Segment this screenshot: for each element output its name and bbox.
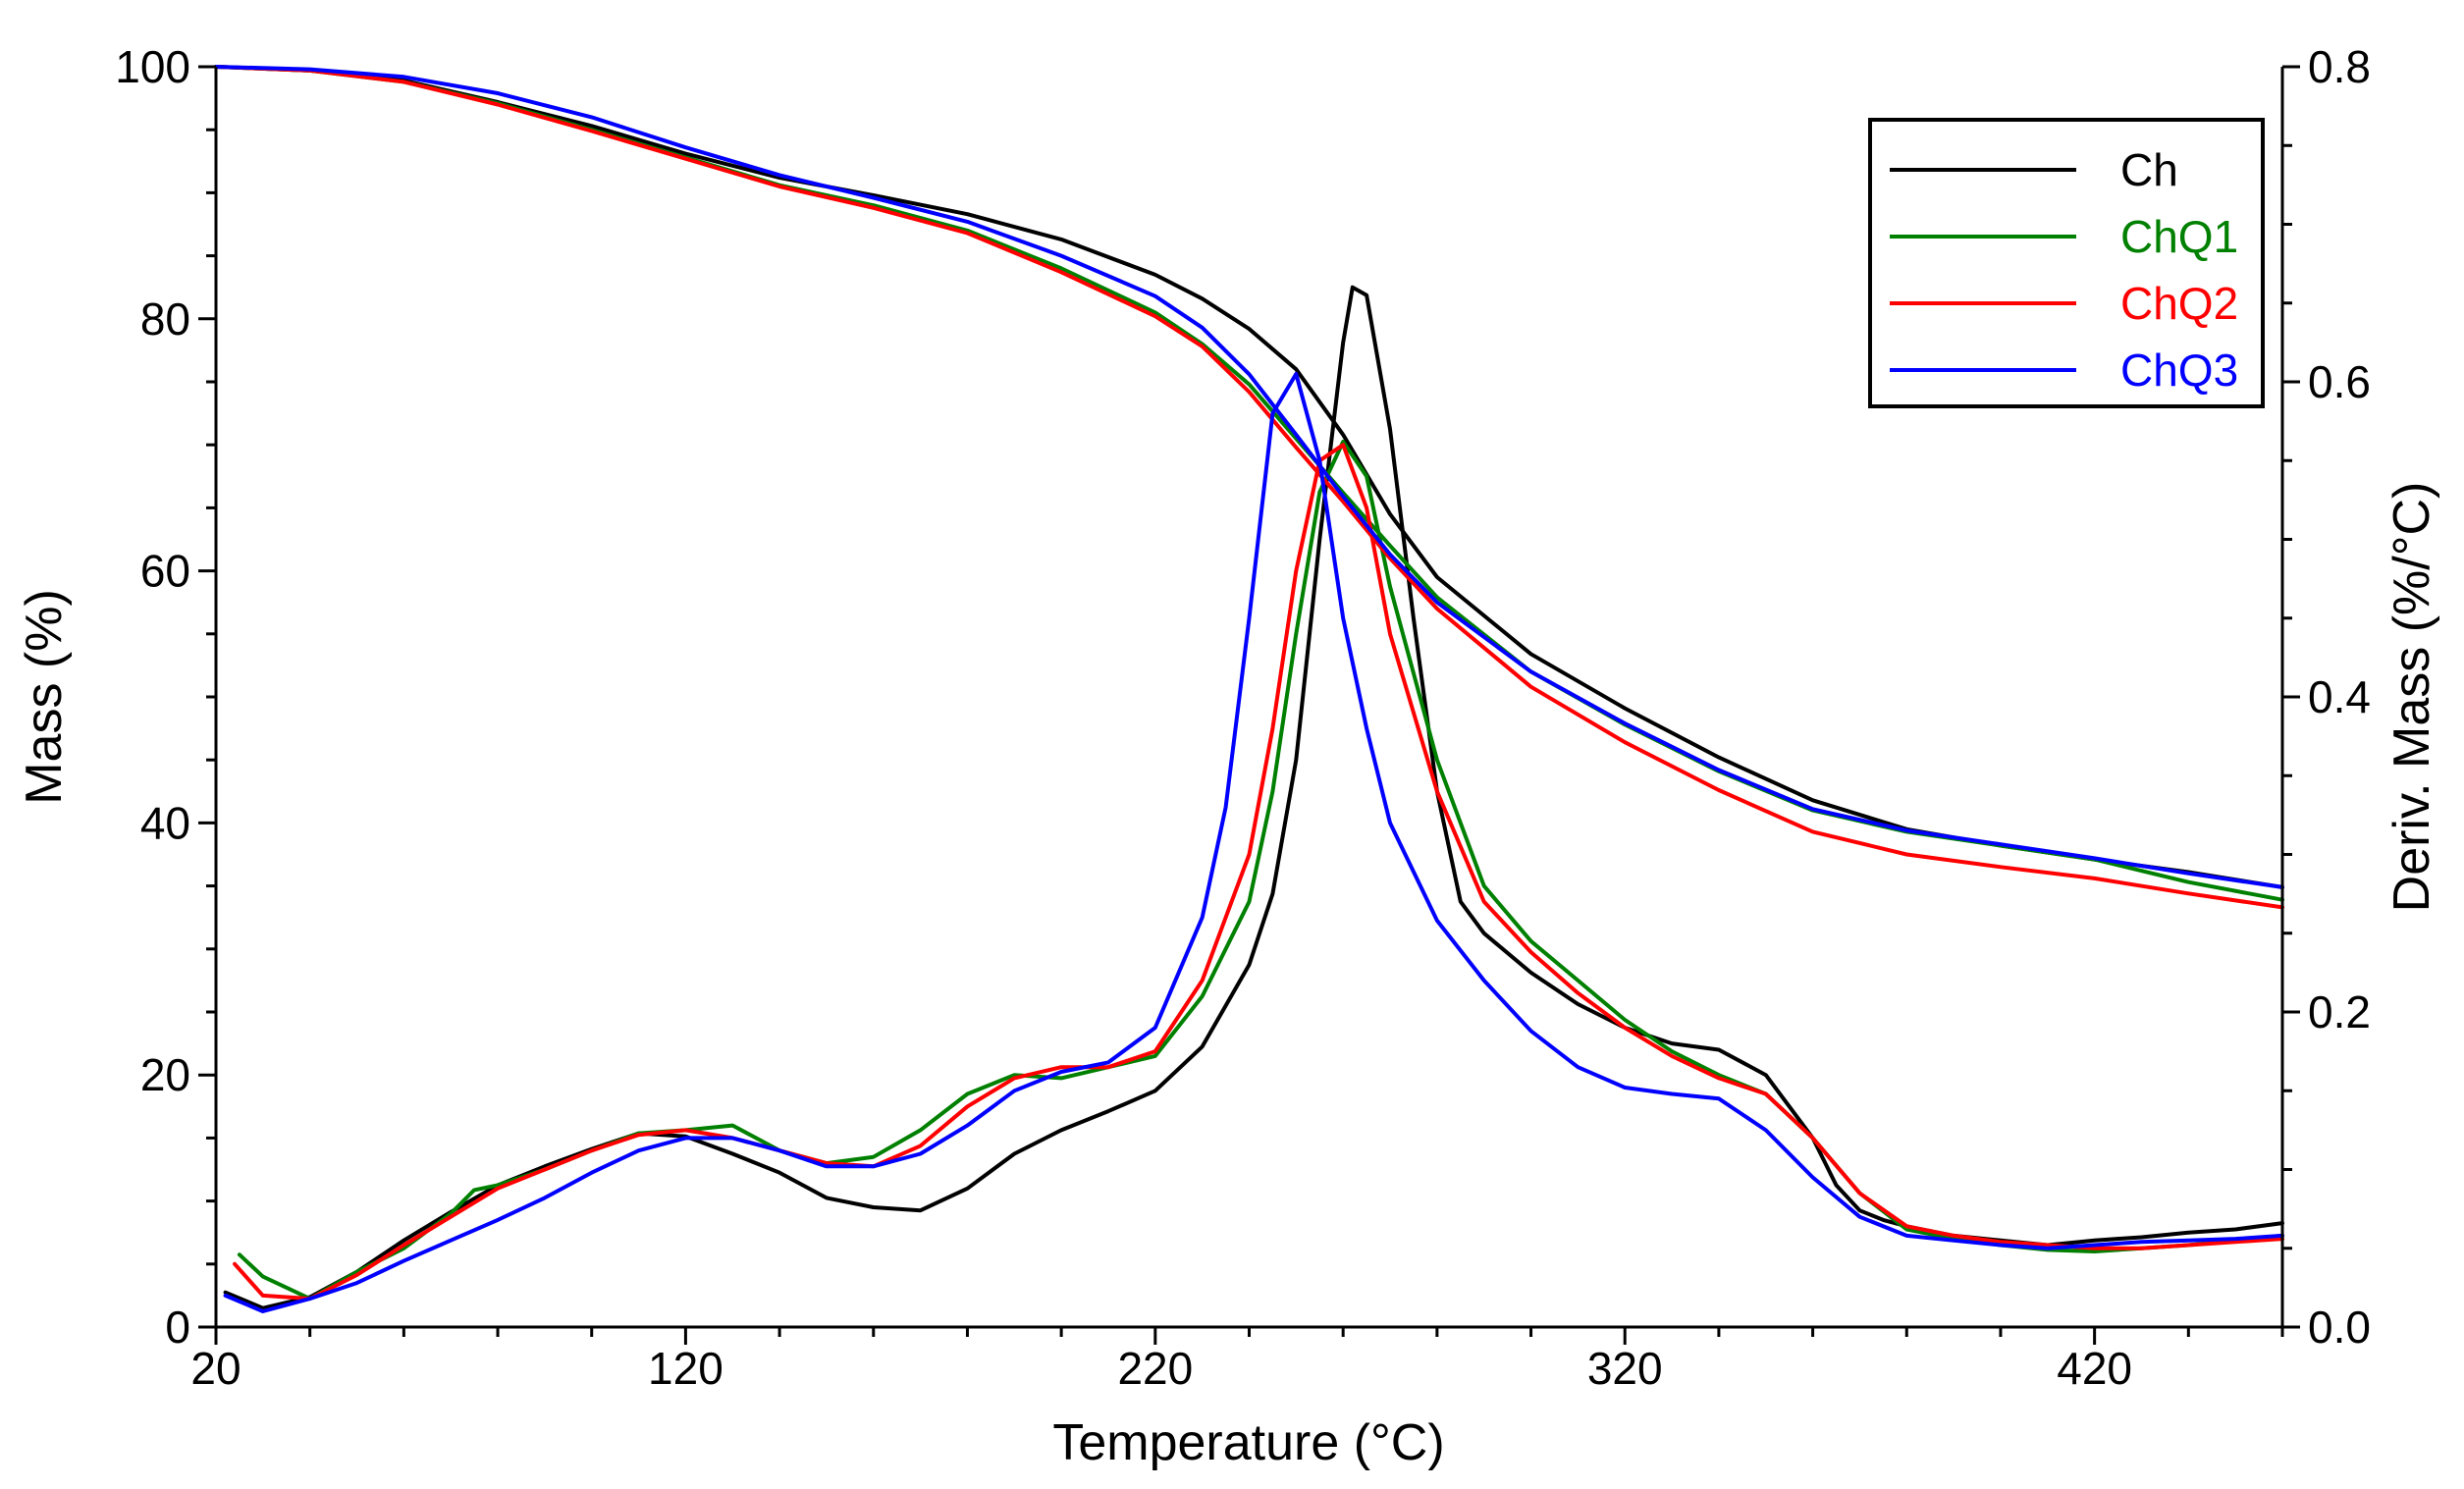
deriv-curve-chq2 bbox=[233, 443, 2284, 1302]
x-axis-title: Temperature (°C) bbox=[1052, 1414, 1444, 1471]
legend-label-chq1: ChQ1 bbox=[2120, 211, 2238, 262]
y-tick-label: 40 bbox=[140, 797, 190, 848]
x-tick-label: 420 bbox=[2057, 1343, 2132, 1394]
legend-label-chq2: ChQ2 bbox=[2120, 278, 2238, 329]
y-tick-label: 60 bbox=[140, 546, 190, 597]
legend-box bbox=[1868, 118, 2265, 408]
y-tick-label: 100 bbox=[115, 41, 190, 92]
y2-tick-label: 0.0 bbox=[2308, 1302, 2371, 1353]
x-tick-label: 20 bbox=[190, 1343, 241, 1394]
y2-tick-label: 0.2 bbox=[2308, 986, 2371, 1037]
x-tick-label: 220 bbox=[1117, 1343, 1193, 1394]
y-tick-label: 0 bbox=[165, 1302, 190, 1353]
deriv-curve-chq3 bbox=[223, 372, 2284, 1313]
y-axis-title: Mass (%) bbox=[16, 589, 73, 805]
x-tick-label: 320 bbox=[1587, 1343, 1663, 1394]
mass-curve-ch bbox=[214, 65, 2284, 889]
mass-curve-chq3 bbox=[214, 65, 2284, 889]
y2-tick-label: 0.4 bbox=[2308, 671, 2371, 722]
y2-tick-label: 0.6 bbox=[2308, 356, 2371, 407]
x-tick-label: 120 bbox=[648, 1343, 723, 1394]
axis-ticks bbox=[198, 65, 2300, 1345]
y-tick-label: 20 bbox=[140, 1049, 190, 1100]
legend: Ch ChQ1 ChQ2 ChQ3 bbox=[1868, 118, 2265, 408]
y2-axis-title: Deriv. Mass (%/°C) bbox=[2384, 482, 2440, 913]
y2-tick-label: 0.8 bbox=[2308, 41, 2371, 92]
tick-labels: 20 120 220 320 4200204060801000.00.20.40.60.… bbox=[115, 41, 2371, 1394]
y-tick-label: 80 bbox=[140, 293, 190, 345]
legend-label-chq3: ChQ3 bbox=[2120, 345, 2238, 396]
plot-curves bbox=[214, 65, 2284, 1313]
legend-label-ch: Ch bbox=[2120, 144, 2178, 195]
